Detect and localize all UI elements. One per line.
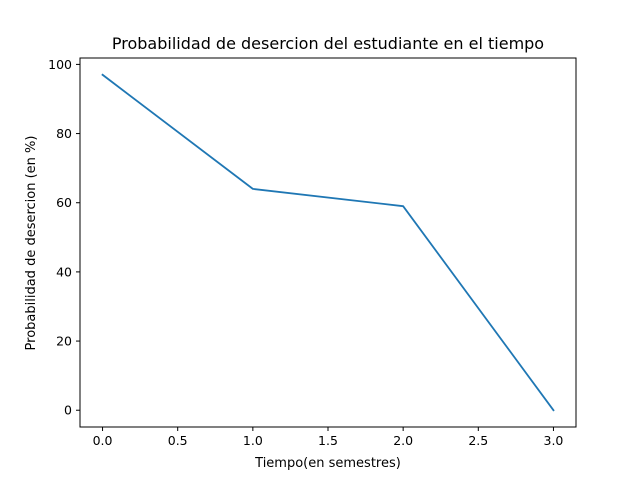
x-tick-label: 2.5 [468,433,488,448]
x-tick-label: 1.0 [243,433,263,448]
x-tick-label: 3.0 [544,433,564,448]
chart-title: Probabilidad de desercion del estudiante… [112,34,544,53]
plot-area [101,73,555,412]
series-line [101,73,555,412]
y-tick-label: 60 [56,195,72,210]
x-tick-label: 0.0 [93,433,113,448]
y-axis-label: Probabilidad de desercion (en %) [24,136,39,351]
y-tick-label: 20 [56,334,72,349]
x-tick-label: 2.0 [393,433,413,448]
x-tick-label: 0.5 [168,433,188,448]
x-axis-label: Tiempo(en semestres) [254,456,401,471]
y-tick-label: 80 [56,126,72,141]
y-tick-label: 40 [56,264,72,279]
y-tick-label: 0 [64,403,72,418]
x-tick-label: 1.5 [318,433,338,448]
axes-frame [79,57,577,428]
y-tick-label: 100 [48,57,72,72]
x-axis: 0.0 0.5 1.0 1.5 2.0 2.5 3.0 [93,427,564,448]
y-axis: 0 20 40 60 80 100 [48,57,80,418]
